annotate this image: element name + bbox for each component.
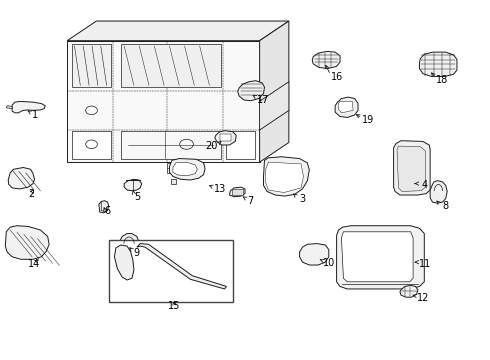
Polygon shape xyxy=(232,189,243,195)
Text: 1: 1 xyxy=(31,110,38,120)
Polygon shape xyxy=(215,131,236,145)
Polygon shape xyxy=(137,244,226,289)
Polygon shape xyxy=(67,41,260,162)
Text: 8: 8 xyxy=(442,201,449,211)
Polygon shape xyxy=(299,244,329,265)
Text: 5: 5 xyxy=(134,192,140,202)
Polygon shape xyxy=(342,232,413,282)
Text: 14: 14 xyxy=(28,259,41,269)
Polygon shape xyxy=(118,234,139,254)
Polygon shape xyxy=(220,134,231,141)
Polygon shape xyxy=(72,44,111,87)
Text: 17: 17 xyxy=(257,95,270,105)
Polygon shape xyxy=(266,162,303,193)
Polygon shape xyxy=(419,52,457,76)
Polygon shape xyxy=(260,21,289,162)
Text: 19: 19 xyxy=(362,115,374,125)
Polygon shape xyxy=(335,97,358,117)
Polygon shape xyxy=(5,226,49,259)
Text: 6: 6 xyxy=(104,206,111,216)
Polygon shape xyxy=(170,158,205,180)
Text: 15: 15 xyxy=(168,301,180,311)
Text: 11: 11 xyxy=(419,259,431,269)
Polygon shape xyxy=(397,146,425,192)
Polygon shape xyxy=(67,21,289,41)
Polygon shape xyxy=(337,226,424,289)
Text: 18: 18 xyxy=(436,75,448,85)
Text: 20: 20 xyxy=(206,141,218,151)
Text: 12: 12 xyxy=(416,293,429,303)
Polygon shape xyxy=(226,131,255,158)
Polygon shape xyxy=(121,44,220,87)
Text: 9: 9 xyxy=(134,248,140,258)
Polygon shape xyxy=(124,179,142,191)
Polygon shape xyxy=(312,51,340,68)
Bar xyxy=(109,240,233,302)
Text: 10: 10 xyxy=(323,258,335,268)
Text: 13: 13 xyxy=(214,184,226,194)
Text: 16: 16 xyxy=(330,72,343,82)
Text: 2: 2 xyxy=(28,189,35,199)
Polygon shape xyxy=(393,141,430,195)
Polygon shape xyxy=(115,245,134,280)
Polygon shape xyxy=(167,163,192,173)
Polygon shape xyxy=(229,187,245,197)
Polygon shape xyxy=(260,82,289,130)
Polygon shape xyxy=(171,179,176,184)
Polygon shape xyxy=(121,131,220,158)
Polygon shape xyxy=(72,131,111,158)
Polygon shape xyxy=(173,162,197,176)
Polygon shape xyxy=(264,157,309,196)
Polygon shape xyxy=(339,102,353,113)
Text: 7: 7 xyxy=(247,196,253,206)
Polygon shape xyxy=(430,181,447,203)
Polygon shape xyxy=(6,106,12,109)
Text: 3: 3 xyxy=(299,194,306,204)
Polygon shape xyxy=(238,81,265,101)
Polygon shape xyxy=(99,201,109,213)
Text: 4: 4 xyxy=(421,180,427,190)
Polygon shape xyxy=(400,285,418,297)
Polygon shape xyxy=(8,167,34,189)
Polygon shape xyxy=(12,102,45,113)
